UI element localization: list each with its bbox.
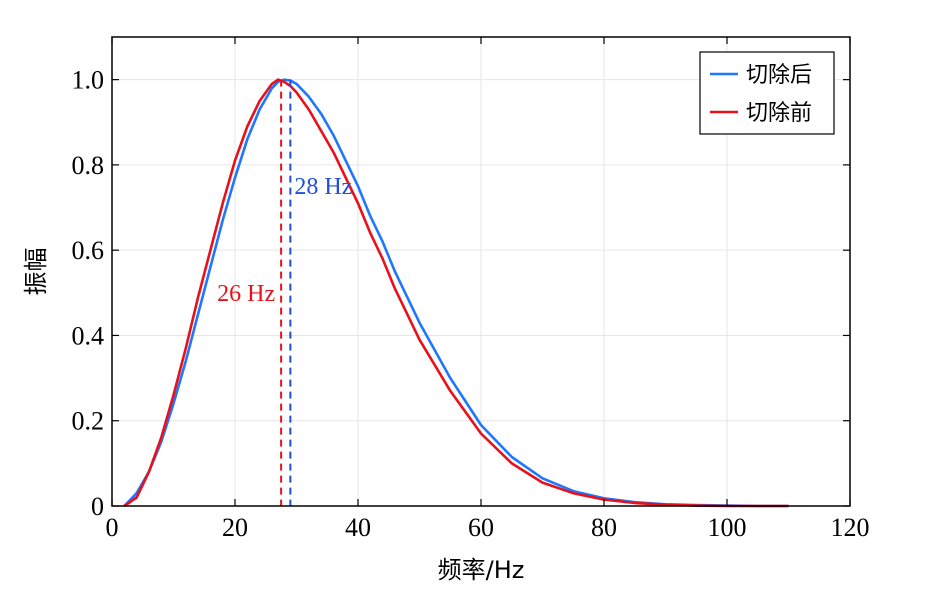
y-tick-label: 0.6 [72,236,105,265]
peak-marker-label: 26 Hz [217,281,275,307]
y-tick-label: 0.2 [72,407,105,436]
series-line-2 [123,78,789,508]
x-tick-label: 120 [831,513,870,542]
x-tick-label: 80 [591,513,617,542]
x-tick-label: 60 [468,513,494,542]
peak-marker-label: 28 Hz [294,174,352,200]
x-tick-label: 0 [106,513,119,542]
legend-box [699,51,835,135]
x-tick-label: 100 [708,513,747,542]
y-axis-label: 振幅 [22,248,50,296]
x-tick-label: 20 [222,513,248,542]
series-lines [123,78,789,508]
y-tick-label: 0.4 [72,321,105,350]
y-tick-label: 0 [91,492,104,521]
peak-markers: 26 Hz 28 Hz [217,79,352,506]
y-tick-label: 0.8 [72,151,105,180]
axis-ticks: 0 20 40 60 80 100 120 0 0.2 0.4 0.6 0.8 1.0 [72,37,870,542]
series-line-1 [123,78,789,508]
x-axis-label: 频率/Hz [438,556,525,584]
legend-label: 切除前 [746,101,812,126]
x-tick-label: 40 [345,513,371,542]
y-tick-label: 1.0 [72,66,105,95]
legend-label: 切除后 [746,63,812,88]
